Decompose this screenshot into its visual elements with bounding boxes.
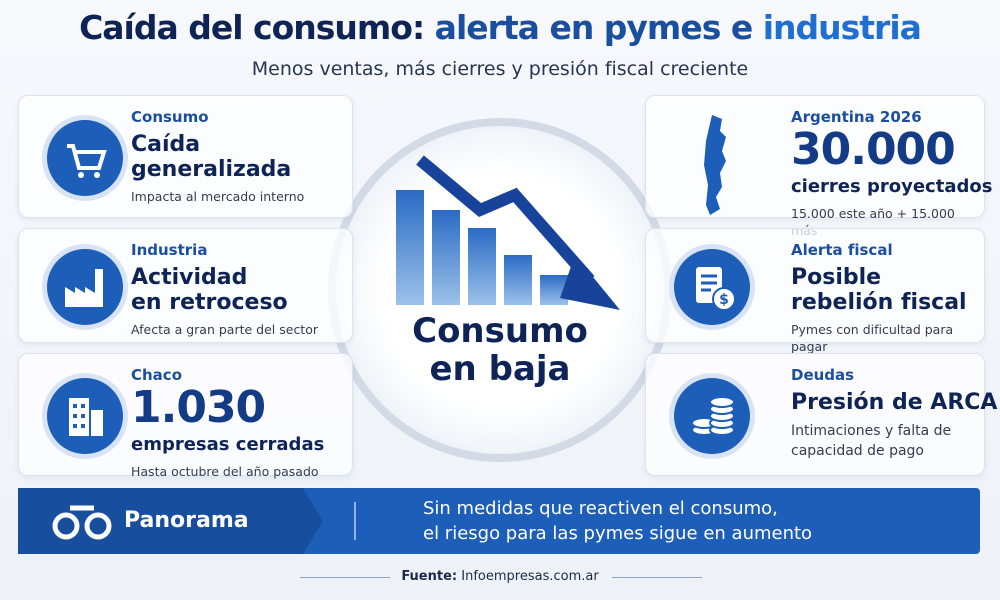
headline-line: cierres proyectados — [791, 176, 993, 197]
banner-line: Sin medidas que reactiven el consumo, — [423, 498, 778, 519]
card-label: Argentina 2026 — [791, 108, 922, 126]
card-label: Deudas — [791, 366, 855, 384]
card: Industria Actividad en retroceso Afecta a g… — [18, 228, 353, 343]
card-headline: cierres proyectados — [791, 174, 992, 199]
headline-line: empresas cerradas — [131, 434, 325, 455]
card-note: Hasta octubre del año pasado — [131, 464, 319, 479]
center-line: Consumo — [412, 311, 588, 351]
subtitle: Menos ventas, más cierres y presión fisc… — [251, 58, 749, 80]
card-note: Afecta a gran parte del sector — [131, 322, 318, 337]
title-part: alerta en pymes e — [434, 8, 754, 47]
card-icon — [47, 248, 123, 325]
card-note: Intimaciones y falta de capacidad de pag… — [791, 423, 952, 459]
card-headline: empresas cerradas — [131, 432, 324, 457]
headline-line: Caída — [131, 132, 201, 157]
center-graphic — [328, 118, 672, 462]
card-label: Industria — [131, 241, 208, 259]
headline-line: Actividad — [131, 265, 248, 290]
source: Infoempresas.com.ar — [461, 569, 599, 584]
source-label: Fuente: — [401, 569, 458, 584]
banner-message: Sin medidas que reactiven el consumo, el… — [423, 496, 812, 546]
card-headline: Presión de ARCA — [791, 390, 997, 415]
svg-text:$: $ — [719, 292, 729, 308]
card-figure: 30.000 — [791, 124, 956, 175]
title: Caída del consumo: alerta en pymes e ind… — [0, 8, 1000, 47]
headline-line: Presión de ARCA — [791, 390, 998, 415]
title-part: Caída del consumo: — [79, 8, 425, 47]
card-icon — [674, 377, 750, 454]
card: Consumo Caída generalizada Impacta al merca… — [18, 95, 353, 218]
center-line: en baja — [429, 349, 571, 389]
card-headline: Caída generalizada — [131, 132, 291, 182]
footer: Fuente: Infoempresas.com.ar — [400, 569, 600, 584]
banner-label: Panorama — [124, 508, 249, 533]
banner-line: el riesgo para las pymes sigue en aument… — [423, 523, 813, 544]
title-part: industria — [762, 8, 922, 47]
card-label: Alerta fiscal — [791, 241, 893, 259]
card-note: Pymes con dificultad para pagar — [791, 322, 954, 354]
headline-line: Posible — [791, 265, 882, 290]
banner-left — [18, 488, 323, 554]
card-label: Chaco — [131, 366, 183, 384]
card-icon — [674, 114, 750, 215]
card-headline: Actividad en retroceso — [131, 265, 288, 315]
card: Deudas Presión de ARCA Intimaciones y falt… — [645, 353, 997, 476]
center-label: Consumo en baja — [380, 312, 620, 388]
headline-line: generalizada — [131, 157, 292, 182]
card-icon — [47, 119, 123, 196]
card-headline: Posible rebelión fiscal — [791, 265, 967, 315]
card-note: Impacta al mercado interno — [131, 189, 305, 204]
card-figure: 1.030 — [131, 382, 266, 433]
card: Chaco 1.030 empresas cerradas Hasta octubre… — [18, 353, 353, 479]
card-label: Consumo — [131, 108, 209, 126]
headline-line: en retroceso — [131, 290, 288, 315]
card: Argentina 2026 30.000 cierres proyectados 1… — [645, 95, 992, 238]
headline-line: rebelión fiscal — [791, 290, 967, 315]
card-icon: $ — [674, 248, 750, 325]
card-icon — [47, 377, 123, 454]
card: $ Alerta fiscal Posible rebelión fiscal Pyme… — [645, 228, 985, 354]
banner: Panorama Sin medidas que reactiven el co… — [18, 488, 980, 554]
